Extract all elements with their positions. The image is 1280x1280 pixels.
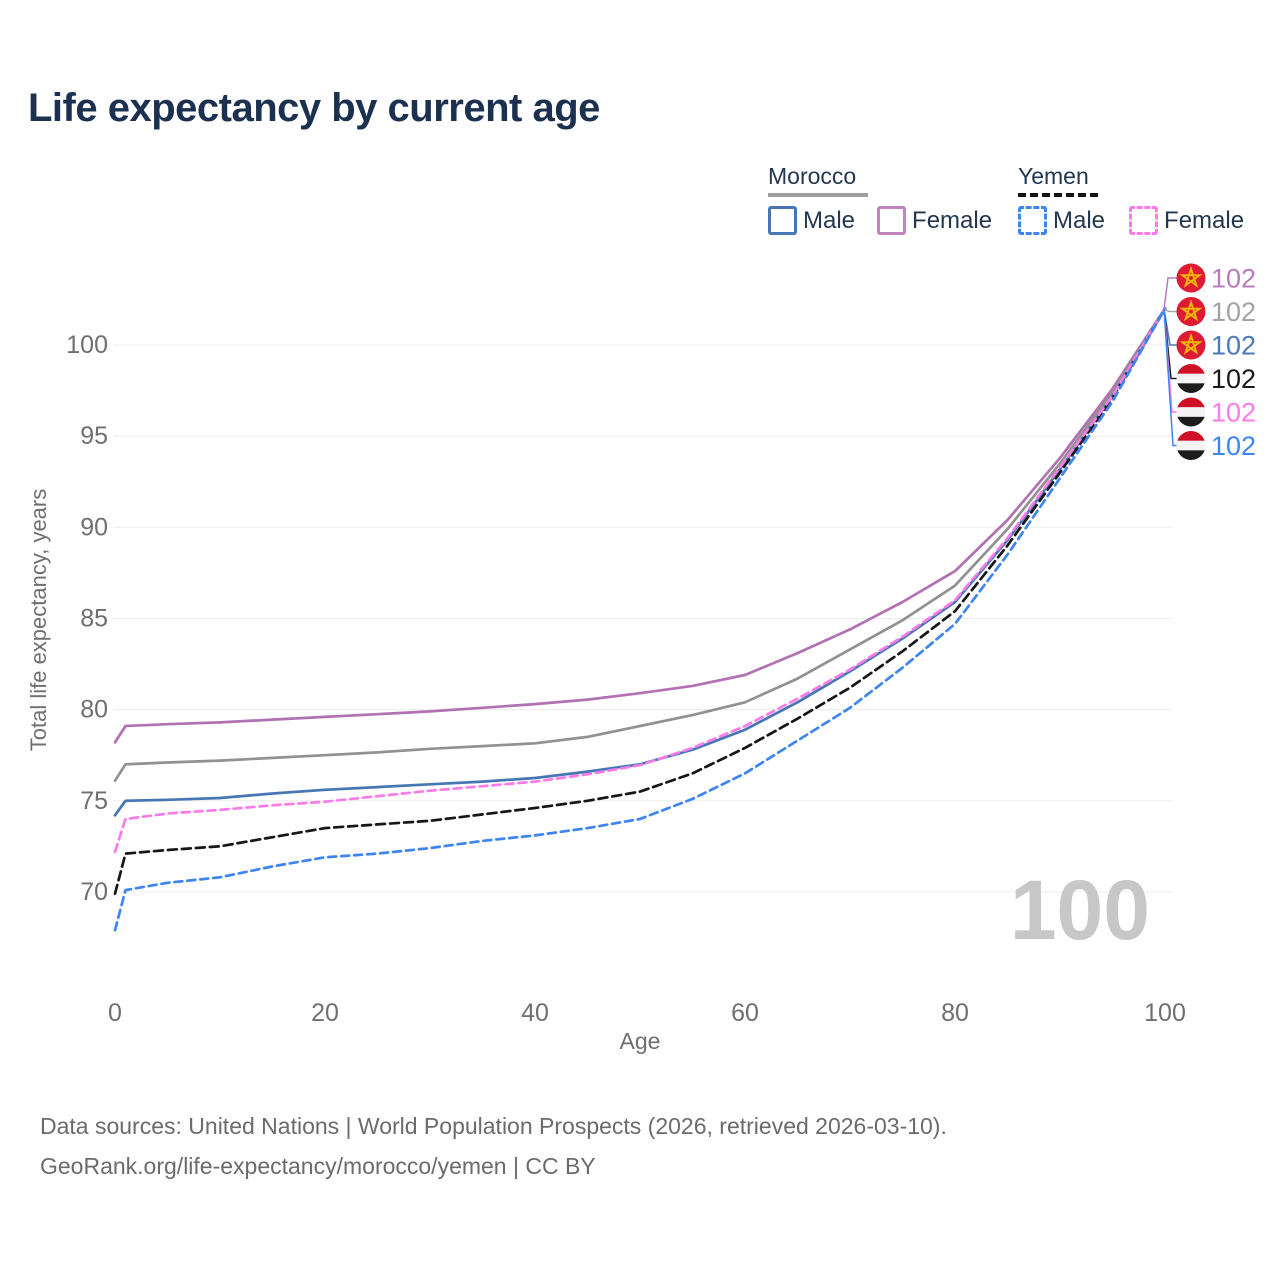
legend-item-morocco-female[interactable]: Female (877, 206, 992, 235)
flag-band (1176, 407, 1206, 418)
y-tick-label: 70 (80, 878, 108, 906)
x-tick-label: 0 (108, 999, 122, 1027)
footer-attribution: GeoRank.org/life-expectancy/morocco/yeme… (40, 1153, 596, 1179)
flag-circle (1176, 263, 1206, 293)
series-line-yemen-both-sexes (113, 307, 1167, 896)
series-line-morocco-both-sexes (113, 307, 1167, 783)
yemen-flag-icon (1176, 397, 1206, 427)
legend-item-morocco-male[interactable]: Male (768, 206, 855, 235)
yemen-line-style-sample (1018, 193, 1098, 197)
x-tick-label: 80 (941, 999, 969, 1027)
footer: Data sources: United Nations | World Pop… (40, 1106, 947, 1186)
flag-circle (1176, 297, 1206, 326)
legend-item-label: Female (912, 206, 993, 234)
yemen-female-checkbox[interactable] (1129, 206, 1159, 235)
leader-line-morocco-female (1163, 277, 1177, 310)
y-tick-label: 80 (80, 696, 108, 724)
yemen-flag-icon (1176, 431, 1206, 460)
y-tick-label: 85 (80, 604, 108, 632)
legend-country-label: Morocco (768, 163, 857, 189)
legend-item-label: Male (1053, 206, 1106, 234)
legend-item-label: Male (803, 206, 856, 234)
pentagram-star (1179, 332, 1203, 355)
flag-band (1176, 373, 1206, 384)
y-tick-label: 95 (80, 422, 108, 450)
x-tick-label: 20 (311, 999, 339, 1027)
morocco-flag-icon (1176, 263, 1206, 293)
legend-country-label: Yemen (1018, 163, 1089, 189)
morocco-female-checkbox[interactable] (877, 206, 907, 235)
flag-band (1176, 431, 1206, 442)
y-tick-label: 75 (80, 787, 108, 815)
end-value-label-morocco-male: 102 (1211, 331, 1256, 361)
series-line-morocco-female (113, 307, 1167, 744)
end-value-label-morocco-female: 102 (1211, 264, 1256, 294)
end-value-label-yemen-both-sexes: 102 (1211, 364, 1256, 394)
footer-data-sources: Data sources: United Nations | World Pop… (40, 1113, 947, 1139)
legend-country-morocco[interactable]: Morocco (768, 163, 992, 197)
morocco-flag-icon (1176, 330, 1206, 360)
x-axis-title: Age (620, 1028, 661, 1054)
yemen-male-checkbox[interactable] (1018, 206, 1047, 235)
flag-band (1176, 450, 1206, 460)
pentagram-star (1179, 265, 1203, 288)
age-counter-watermark: 100 (1009, 863, 1150, 957)
leader-line-yemen-male (1163, 308, 1177, 447)
legend-item-label: Female (1164, 206, 1245, 234)
flag-band (1176, 416, 1206, 427)
series-line-morocco-male (113, 307, 1167, 817)
morocco-flag-icon (1176, 297, 1206, 326)
end-value-label-yemen-male: 102 (1211, 431, 1256, 461)
series-line-yemen-female (113, 307, 1167, 854)
flag-band (1176, 440, 1206, 451)
y-axis-title: Total life expectancy, years (26, 489, 51, 752)
x-tick-label: 100 (1144, 999, 1186, 1027)
legend-item-yemen-female[interactable]: Female (1129, 206, 1244, 235)
flag-circle (1176, 330, 1206, 360)
end-value-label-yemen-female: 102 (1211, 398, 1256, 428)
series-line-yemen-male (113, 307, 1167, 932)
x-tick-label: 40 (521, 999, 549, 1027)
legend-country-yemen[interactable]: Yemen (1018, 163, 1244, 197)
legend-group-morocco: Morocco Male Female (768, 163, 992, 235)
y-tick-label: 90 (80, 513, 108, 541)
flag-band (1176, 364, 1206, 375)
flag-band (1176, 383, 1206, 393)
y-tick-label: 100 (66, 331, 108, 359)
legend-group-yemen: Yemen Male Female (1018, 163, 1244, 235)
yemen-flag-icon (1176, 364, 1206, 393)
leader-line-morocco-male (1163, 308, 1177, 346)
legend-item-yemen-male[interactable]: Male (1018, 206, 1105, 235)
leader-line-morocco-both-sexes (1163, 308, 1177, 313)
end-value-label-morocco-both-sexes: 102 (1211, 297, 1256, 327)
morocco-male-checkbox[interactable] (768, 206, 797, 235)
morocco-line-style-sample (768, 193, 868, 197)
flag-band (1176, 397, 1206, 408)
x-tick-label: 60 (731, 999, 759, 1027)
page-title: Life expectancy by current age (28, 86, 600, 130)
pentagram-star (1179, 299, 1203, 322)
